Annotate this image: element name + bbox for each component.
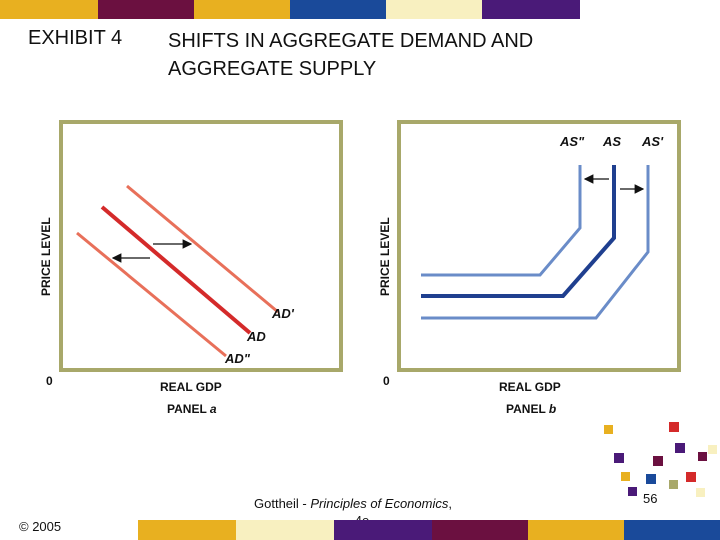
bottom-bar-segment (334, 520, 432, 540)
bottom-bar-segment (624, 520, 720, 540)
top-bar-segment (98, 0, 194, 19)
panel-a-origin-label: 0 (46, 374, 53, 388)
as-double-prime-label: AS" (559, 134, 585, 149)
bottom-bar-segment (432, 520, 528, 540)
panel-a-label: PANEL a (167, 402, 217, 416)
decor-square (669, 422, 679, 432)
decor-square (675, 443, 685, 453)
top-bar-segment (194, 0, 290, 19)
citation-line-1: Gottheil - Principles of Economics, (254, 495, 470, 512)
panel-a-label-word: PANEL (167, 402, 207, 416)
top-bar-segment (290, 0, 386, 19)
as-prime-curve (421, 165, 650, 320)
decor-square (698, 452, 707, 461)
panel-b-origin-label: 0 (383, 374, 390, 388)
as-double-prime-curve (421, 165, 582, 277)
ad-double-prime-label: AD" (224, 351, 251, 366)
decor-square (708, 445, 717, 454)
ad-prime-label: AD' (271, 306, 295, 321)
ad-double-prime-curve (76, 231, 227, 358)
citation-author: Gottheil - (254, 496, 311, 511)
title-line-2: AGGREGATE SUPPLY (168, 58, 377, 80)
panel-b-frame (397, 120, 681, 372)
decor-square (696, 488, 705, 497)
panel-b-label: PANEL b (506, 402, 556, 416)
panel-a-y-axis-label: PRICE LEVEL (39, 217, 53, 296)
decor-square (653, 456, 663, 466)
citation-book-title: Principles of Economics (310, 496, 449, 511)
decor-square (621, 472, 630, 481)
as-curve (421, 165, 616, 298)
top-bar-segment (386, 0, 482, 19)
decor-square (604, 425, 613, 434)
page-title: SHIFTS IN AGGREGATE DEMAND AND AGGREGATE… (168, 27, 533, 83)
decor-square (628, 487, 637, 496)
panel-a-x-axis-label: REAL GDP (160, 380, 222, 394)
panel-b-y-axis-label: PRICE LEVEL (378, 217, 392, 296)
ad-curve (100, 205, 252, 335)
bottom-bar-segment (236, 520, 334, 540)
decor-square (669, 480, 678, 489)
bottom-decorative-bar (138, 520, 720, 540)
ad-prime-curve (126, 184, 279, 314)
top-bar-segment (482, 0, 580, 19)
copyright-text: © 2005 (19, 519, 62, 534)
exhibit-label: EXHIBIT 4 (28, 27, 123, 49)
panel-b-label-word: PANEL (506, 402, 546, 416)
decor-square (686, 472, 696, 482)
page-number: 56 (643, 491, 658, 506)
citation-separator: , (448, 496, 452, 511)
ad-label: AD (246, 329, 266, 344)
panel-a-letter: a (210, 402, 217, 416)
panel-b-letter: b (549, 402, 556, 416)
top-decorative-bar (0, 0, 720, 19)
as-prime-label: AS' (641, 134, 664, 149)
title-line-1: SHIFTS IN AGGREGATE DEMAND AND (168, 30, 534, 52)
top-bar-segment (0, 0, 98, 19)
panel-b-x-axis-label: REAL GDP (499, 380, 561, 394)
as-label: AS (602, 134, 621, 149)
decor-square (646, 474, 656, 484)
bottom-bar-segment (138, 520, 236, 540)
bottom-bar-segment (528, 520, 624, 540)
decor-square (614, 453, 624, 463)
